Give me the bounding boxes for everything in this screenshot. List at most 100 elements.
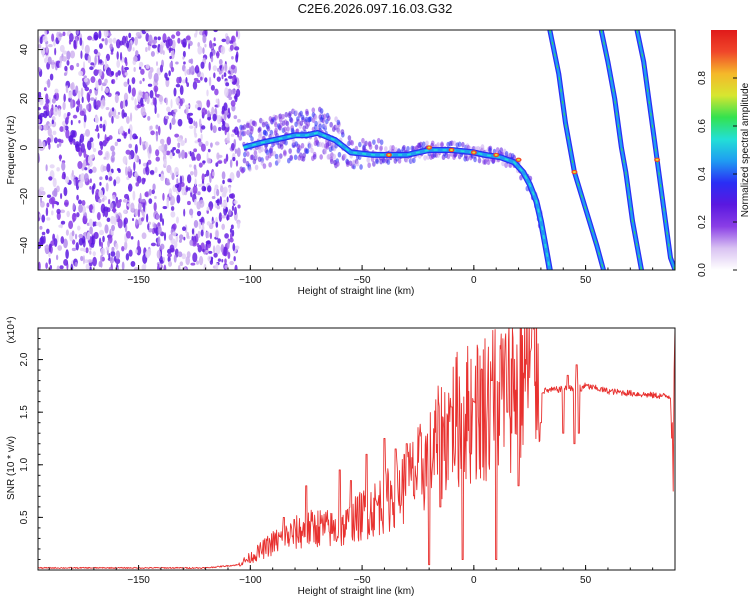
noise-speckle bbox=[98, 68, 103, 77]
noise-speckle bbox=[111, 79, 114, 84]
noise-speckle bbox=[39, 97, 44, 106]
noise-speckle bbox=[212, 113, 217, 122]
noise-speckle bbox=[209, 205, 213, 212]
signal-speckle bbox=[337, 128, 341, 135]
noise-speckle bbox=[114, 141, 118, 147]
signal-speckle bbox=[379, 139, 384, 146]
noise-speckle bbox=[222, 179, 225, 185]
signal-speckle bbox=[326, 115, 331, 121]
noise-speckle bbox=[153, 72, 159, 83]
noise-speckle bbox=[147, 223, 150, 231]
noise-speckle bbox=[128, 143, 133, 149]
noise-speckle bbox=[236, 170, 241, 179]
noise-speckle bbox=[85, 263, 90, 270]
signal-speckle bbox=[254, 154, 259, 160]
noise-speckle bbox=[70, 99, 74, 109]
signal-speckle bbox=[245, 151, 250, 157]
signal-speckle bbox=[279, 153, 283, 159]
noise-speckle bbox=[155, 132, 159, 142]
noise-speckle bbox=[41, 214, 46, 223]
signal-speckle bbox=[336, 161, 340, 167]
x-axis-label-bottom: Height of straight line (km) bbox=[298, 586, 415, 597]
signal-speckle bbox=[274, 153, 279, 160]
noise-speckle bbox=[202, 47, 205, 55]
noise-speckle bbox=[204, 77, 208, 83]
signal-speckle bbox=[300, 114, 305, 121]
noise-speckle bbox=[124, 66, 130, 71]
noise-speckle bbox=[202, 34, 207, 44]
signal-speckle bbox=[323, 122, 328, 129]
noise-speckle bbox=[48, 97, 51, 105]
noise-speckle bbox=[163, 158, 167, 167]
noise-speckle bbox=[148, 144, 152, 154]
noise-speckle bbox=[189, 171, 194, 176]
noise-speckle bbox=[83, 75, 87, 79]
noise-speckle bbox=[237, 221, 241, 229]
signal-speckle bbox=[260, 146, 264, 153]
noise-speckle bbox=[128, 32, 132, 39]
noise-speckle bbox=[56, 265, 60, 270]
noise-speckle bbox=[222, 120, 226, 126]
signal-speckle bbox=[283, 126, 287, 133]
noise-speckle bbox=[56, 143, 60, 149]
noise-speckle bbox=[179, 261, 184, 267]
noise-speckle bbox=[214, 141, 220, 146]
noise-speckle bbox=[59, 154, 62, 162]
noise-speckle bbox=[94, 55, 97, 66]
noise-speckle bbox=[144, 191, 149, 198]
noise-speckle bbox=[115, 114, 120, 120]
noise-speckle bbox=[121, 245, 125, 252]
noise-speckle bbox=[225, 35, 230, 45]
noise-speckle bbox=[78, 237, 84, 246]
noise-speckle bbox=[141, 217, 144, 222]
noise-speckle bbox=[183, 236, 186, 241]
noise-speckle bbox=[90, 242, 95, 248]
noise-speckle bbox=[223, 102, 228, 111]
noise-speckle bbox=[97, 132, 100, 139]
noise-speckle bbox=[131, 77, 136, 85]
noise-speckle bbox=[209, 232, 213, 240]
noise-speckle bbox=[179, 175, 183, 185]
signal-speckle bbox=[318, 141, 322, 148]
noise-speckle bbox=[150, 242, 156, 247]
y-tick-label-top: −40 bbox=[19, 237, 30, 254]
noise-speckle bbox=[209, 173, 212, 184]
noise-speckle bbox=[186, 200, 191, 206]
noise-speckle bbox=[193, 148, 198, 153]
signal-speckle bbox=[473, 156, 477, 163]
signal-speckle bbox=[253, 121, 258, 127]
noise-speckle bbox=[124, 99, 128, 107]
noise-speckle bbox=[148, 188, 152, 196]
noise-speckle bbox=[102, 165, 107, 172]
noise-speckle bbox=[232, 243, 236, 252]
colorbar-tick-label: 0.8 bbox=[697, 71, 708, 85]
signal-speckle bbox=[279, 144, 284, 150]
noise-speckle bbox=[65, 85, 69, 94]
noise-speckle bbox=[179, 98, 183, 107]
noise-region bbox=[38, 30, 241, 270]
signal-speckle bbox=[250, 154, 255, 161]
hot-spot-core bbox=[472, 151, 476, 154]
noise-speckle bbox=[139, 80, 142, 85]
noise-speckle bbox=[126, 116, 130, 124]
noise-speckle bbox=[78, 233, 84, 239]
noise-speckle bbox=[132, 55, 138, 62]
noise-speckle bbox=[227, 131, 230, 140]
noise-speckle bbox=[212, 245, 216, 254]
noise-speckle bbox=[230, 64, 236, 70]
noise-speckle bbox=[234, 46, 240, 51]
signal-speckle bbox=[402, 144, 406, 151]
noise-speckle bbox=[59, 265, 64, 270]
noise-speckle bbox=[41, 231, 46, 236]
y-axis-label-bottom: SNR (10 * v/v) bbox=[6, 436, 17, 500]
noise-speckle bbox=[60, 139, 64, 144]
noise-speckle bbox=[225, 140, 230, 144]
noise-speckle bbox=[159, 260, 164, 264]
noise-speckle bbox=[91, 141, 95, 149]
noise-speckle bbox=[115, 242, 119, 250]
noise-speckle bbox=[136, 245, 142, 256]
noise-speckle bbox=[206, 169, 210, 177]
noise-speckle bbox=[193, 120, 196, 127]
colorbar-tick-label: 0.4 bbox=[697, 167, 708, 181]
noise-speckle bbox=[163, 264, 167, 270]
